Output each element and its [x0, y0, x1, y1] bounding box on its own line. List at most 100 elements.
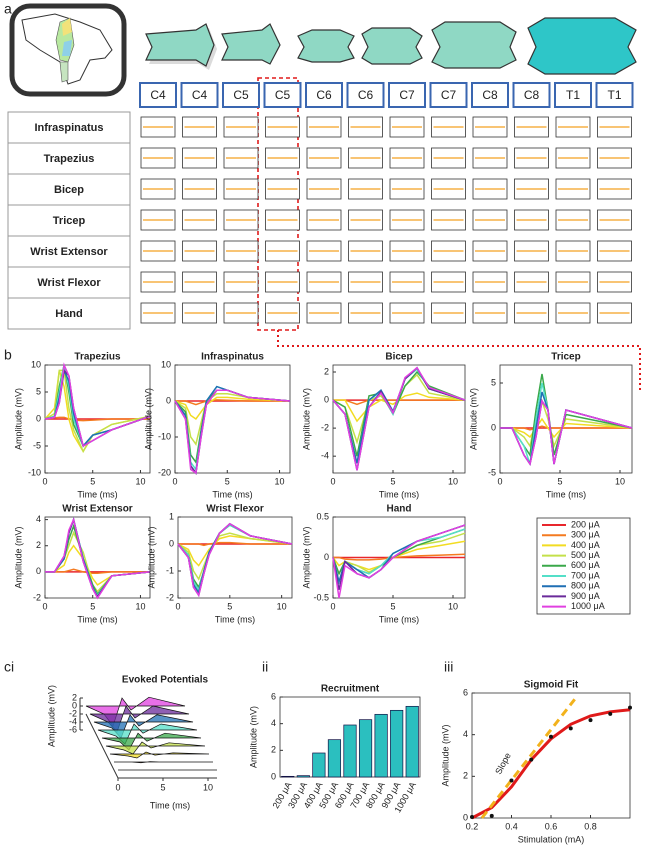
segment-box — [429, 82, 468, 108]
x-axis-label: Time (ms) — [379, 489, 419, 499]
segment-box — [263, 82, 302, 108]
y-axis-label: Amplitude (mV) — [13, 388, 23, 450]
y-tick-label: 4 — [271, 718, 276, 728]
y-tick-label: -10 — [158, 431, 171, 441]
x-tick-label: 5 — [557, 476, 562, 486]
y-axis-label: Amplitude (mV) — [301, 526, 311, 588]
x-tick-label: 5 — [90, 476, 95, 486]
y-axis-label: Amplitude (mV) — [13, 526, 23, 588]
y-tick-label: 0 — [324, 552, 329, 562]
x-tick-label: 0 — [42, 601, 47, 611]
chart-title: Wrist Flexor — [206, 504, 264, 515]
y-tick-label: 0 — [36, 413, 41, 423]
trace — [44, 362, 151, 448]
y-tick-label: 6 — [271, 691, 276, 701]
y-tick-label: 10 — [161, 359, 171, 369]
trace — [332, 524, 466, 599]
trace — [114, 761, 213, 764]
segment-box — [512, 82, 551, 108]
panel-label: ii — [262, 659, 268, 675]
bar — [296, 775, 310, 778]
y-tick-label: 4 — [36, 514, 41, 524]
y-tick-label: -2 — [166, 592, 174, 602]
x-axis-label: Stimulation (mA) — [518, 834, 585, 844]
x-tick-label: 10 — [135, 476, 145, 486]
segment-label: C4 — [192, 88, 208, 102]
x-tick-label: 10 — [615, 476, 625, 486]
x-tick-label: 5 — [160, 782, 165, 792]
segment-box — [222, 82, 260, 108]
x-tick-label: 0.8 — [584, 821, 597, 831]
panel-label: b — [4, 347, 12, 363]
segment-label: C4 — [150, 88, 166, 102]
segment-box — [180, 82, 219, 108]
legend-label: 700 μA — [571, 570, 600, 580]
y-axis-label: Amplitude (mV) — [468, 388, 478, 450]
chart-title: Tricep — [551, 352, 580, 363]
y-tick-label: -0.5 — [313, 592, 329, 602]
segment-box — [554, 82, 592, 108]
trace — [332, 366, 466, 471]
legend-label: 300 μA — [571, 530, 600, 540]
bar — [281, 775, 295, 778]
panel-label: a — [4, 1, 12, 17]
muscle-box — [7, 111, 131, 144]
y-tick-label: -20 — [158, 467, 171, 477]
y-tick-label: 0 — [166, 395, 171, 405]
muscle-label: Hand — [55, 308, 83, 320]
muscle-label: Bicep — [54, 184, 84, 196]
segment-label: C7 — [441, 88, 457, 102]
bar — [343, 724, 357, 778]
y-tick-label: 4 — [463, 729, 468, 739]
y-tick-label: 0 — [491, 422, 496, 432]
x-tick-label: 0 — [42, 476, 47, 486]
muscle-box — [7, 204, 131, 237]
y-tick-label: 0 — [169, 538, 174, 548]
chart-title: Hand — [387, 504, 412, 515]
plot-frame — [44, 516, 151, 599]
y-tick-label: -5 — [33, 440, 41, 450]
trace — [177, 535, 293, 567]
trace — [174, 396, 291, 421]
segment-label: C8 — [524, 88, 540, 102]
y-tick-label: 0 — [72, 700, 77, 710]
segment-box — [139, 82, 177, 108]
y-tick-label: 5 — [36, 386, 41, 396]
segment-label: C6 — [316, 88, 332, 102]
x-tick-label: 0.4 — [505, 821, 518, 831]
segment-shape — [145, 23, 215, 67]
legend-label: 400 μA — [571, 540, 600, 550]
trace — [105, 741, 206, 755]
x-tick-label: 5 — [225, 476, 230, 486]
trace — [500, 399, 633, 466]
y-tick-label: -10 — [28, 467, 41, 477]
trace — [177, 522, 293, 598]
segment-label: T1 — [607, 88, 621, 102]
y-axis-label: Amplitude (mV) — [146, 526, 156, 588]
legend-label: 800 μA — [571, 581, 600, 591]
segment-box — [305, 82, 343, 108]
segment-label: C5 — [233, 88, 249, 102]
y-tick-label: 0 — [463, 812, 468, 822]
x-tick-label: 0 — [172, 476, 177, 486]
x-tick-label: 0.6 — [545, 821, 558, 831]
y-tick-label: 0.5 — [316, 511, 329, 521]
bar — [405, 705, 419, 778]
y-tick-label: 2 — [271, 745, 276, 755]
x-tick-label: 10 — [135, 601, 145, 611]
bar — [374, 713, 388, 778]
plot-frame — [174, 364, 291, 474]
x-tick-label: 0 — [330, 601, 335, 611]
x-tick-label: 5 — [390, 601, 395, 611]
chart-title: Bicep — [385, 352, 412, 363]
segment-box — [346, 82, 385, 108]
x-axis-label: Time (ms) — [212, 489, 252, 499]
trace — [175, 399, 290, 406]
muscle-box — [7, 266, 131, 299]
legend-label: 900 μA — [571, 591, 600, 601]
data-point — [628, 705, 632, 710]
legend-label: 1000 μA — [571, 601, 605, 611]
x-tick-label: 10 — [277, 601, 287, 611]
segment-label: T1 — [566, 88, 580, 102]
